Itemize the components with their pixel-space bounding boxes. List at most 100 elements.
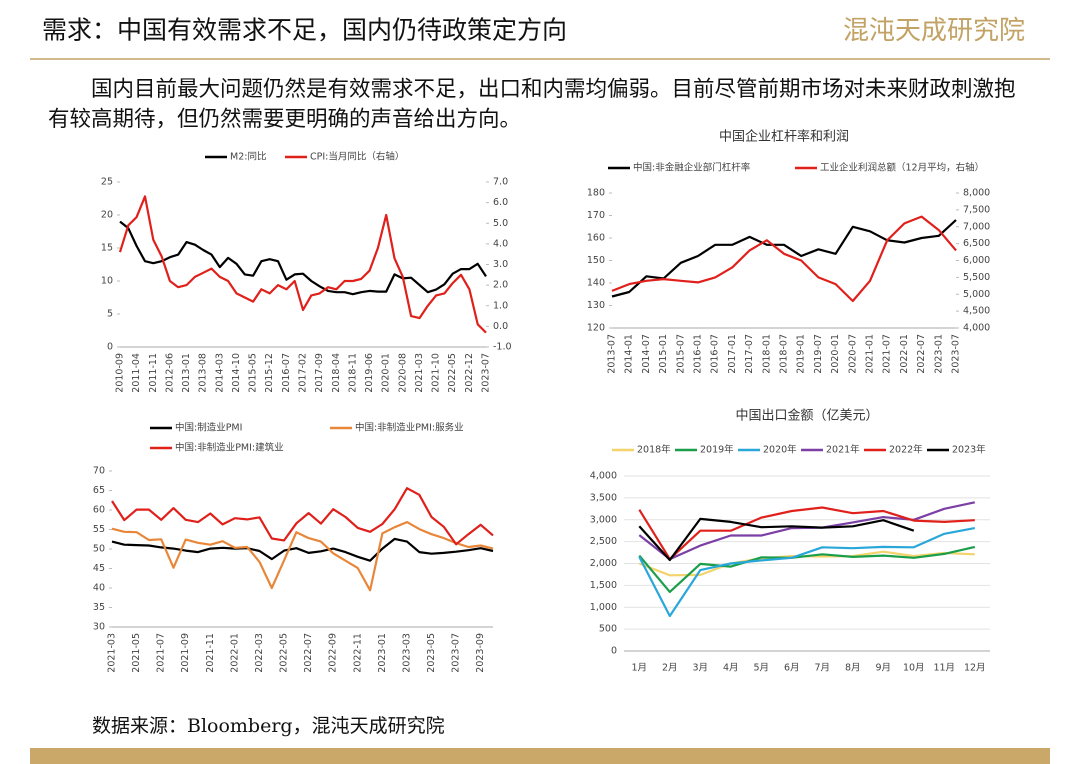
y-tick-label: 65 [93, 485, 105, 496]
x-tick-label: 2015-05 [248, 353, 259, 393]
y2-tick-label: 4,000 [963, 323, 990, 334]
y2-tick-label: 4.0 [493, 238, 508, 249]
legend-label: M2:同比 [230, 151, 266, 163]
x-tick-label: 2022-05 [279, 633, 290, 673]
y-tick-label: 160 [587, 233, 605, 244]
y-tick-label: 5 [107, 309, 113, 320]
body-text: 国内目前最大问题仍然是有效需求不足，出口和内需均偏弱。目前尽管前期市场对未来财政… [48, 77, 1016, 131]
x-tick-label: 2023-01 [377, 633, 388, 673]
y-tick-label: 50 [93, 544, 105, 555]
y-tick-label: 140 [587, 278, 605, 289]
y2-tick-label: 6.0 [493, 197, 508, 208]
chart-title: 中国企业杠杆率和利润 [719, 129, 849, 145]
series-line [638, 517, 915, 562]
x-tick-label: 2015-01 [658, 334, 669, 374]
y-tick-label: 130 [587, 300, 605, 311]
y2-tick-label: 2.0 [493, 280, 508, 291]
x-tick-label: 2013-08 [198, 353, 209, 393]
x-tick-label: 2022-12 [464, 353, 475, 393]
y-tick-label: 150 [587, 255, 605, 266]
y-tick-label: 30 [93, 622, 105, 633]
y2-tick-label: 8,000 [963, 188, 990, 199]
x-tick-label: 2010-09 [115, 353, 126, 393]
x-tick-label: 2023-07 [481, 353, 492, 393]
x-tick-label: 7月 [814, 663, 830, 674]
y-tick-label: 55 [93, 524, 105, 535]
legend-label: 中国:制造业PMI [175, 422, 242, 434]
legend-label: 2023年 [952, 444, 986, 456]
x-tick-label: 2022-05 [447, 353, 458, 393]
x-tick-label: 2011-11 [148, 353, 159, 393]
y2-tick-label: 4,500 [963, 306, 990, 317]
x-tick-label: 2020-07 [847, 334, 858, 374]
x-tick-label: 2021-11 [205, 633, 216, 673]
x-tick-label: 2021-07 [882, 334, 893, 374]
y-tick-label: 15 [101, 243, 113, 254]
y-tick-label: 40 [93, 583, 105, 594]
x-tick-label: 2021-05 [131, 633, 142, 673]
series-line [611, 219, 957, 298]
y2-tick-label: 5.0 [493, 218, 508, 229]
source: 数据来源：Bloomberg，混沌天成研究院 [92, 715, 445, 737]
x-tick-label: 2018-01 [761, 334, 772, 374]
series-line [638, 501, 976, 561]
x-tick-label: 2017-01 [727, 334, 738, 374]
legend-label: 2021年 [826, 444, 860, 456]
x-tick-label: 2012-06 [164, 353, 175, 393]
x-tick-label: 2022-03 [254, 633, 265, 673]
x-tick-label: 8月 [845, 663, 861, 674]
y-tick-label: 45 [93, 563, 105, 574]
x-tick-label: 4月 [723, 663, 739, 674]
x-tick-label: 6月 [784, 663, 800, 674]
series-line [111, 521, 494, 592]
y-tick-label: 35 [93, 602, 105, 613]
x-tick-label: 2023-09 [475, 633, 486, 673]
x-tick-label: 2018-07 [779, 334, 790, 374]
logo: 混沌天成研究院 [843, 16, 1025, 46]
x-tick-label: 2016-07 [281, 353, 292, 393]
x-tick-label: 2021-10 [431, 353, 442, 393]
x-tick-label: 2021-03 [414, 353, 425, 393]
series-line [611, 215, 957, 303]
x-tick-label: 2014-01 [624, 334, 635, 374]
x-tick-label: 2023-01 [933, 334, 944, 374]
y-tick-label: 3,500 [590, 492, 617, 503]
y-tick-label: 2,500 [590, 536, 617, 547]
y-tick-label: 120 [587, 323, 605, 334]
legend-label: CPI:当月同比（右轴） [310, 151, 404, 163]
x-tick-label: 2019-06 [364, 353, 375, 393]
x-tick-label: 2017-09 [314, 353, 325, 393]
x-tick-label: 2017-07 [744, 334, 755, 374]
y-tick-label: 4,000 [590, 471, 617, 482]
x-tick-label: 2023-07 [951, 334, 962, 374]
x-tick-label: 2月 [662, 663, 678, 674]
x-tick-label: 9月 [875, 663, 891, 674]
x-tick-label: 1月 [631, 663, 647, 674]
slide-title: 需求：中国有效需求不足，国内仍待政策定方向 [42, 16, 567, 45]
y-tick-label: 20 [101, 210, 113, 221]
legend-label: 2022年 [889, 444, 923, 456]
x-tick-label: 2013-07 [607, 334, 618, 374]
y-tick-label: 500 [599, 624, 617, 635]
legend-label: 2018年 [637, 444, 671, 456]
x-tick-label: 2022-07 [303, 633, 314, 673]
x-tick-label: 2023-05 [426, 633, 437, 673]
x-tick-label: 2021-01 [865, 334, 876, 374]
legend-label: 中国:非制造业PMI:建筑业 [175, 442, 284, 454]
x-tick-label: 12月 [964, 663, 986, 674]
y-tick-label: 25 [101, 177, 113, 188]
x-tick-label: 2016-01 [693, 334, 704, 374]
x-tick-label: 2021-03 [107, 633, 118, 673]
legend-label: 2020年 [763, 444, 797, 456]
chart-title: 中国出口金额（亿美元） [735, 408, 878, 424]
x-tick-label: 3月 [692, 663, 708, 674]
x-tick-label: 2019-01 [796, 334, 807, 374]
x-tick-label: 2023-07 [451, 633, 462, 673]
x-tick-label: 2018-04 [331, 353, 342, 393]
x-tick-label: 2013-01 [181, 353, 192, 393]
y2-tick-label: -1.0 [493, 342, 512, 353]
x-tick-label: 2021-09 [180, 633, 191, 673]
x-tick-label: 2022-01 [229, 633, 240, 673]
